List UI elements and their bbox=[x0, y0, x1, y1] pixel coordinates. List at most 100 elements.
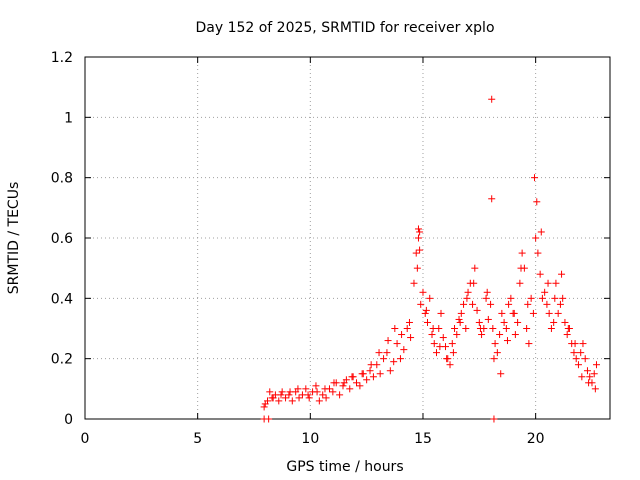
data-point bbox=[295, 394, 303, 402]
data-point bbox=[391, 325, 399, 332]
data-point bbox=[416, 228, 424, 236]
data-point bbox=[315, 397, 323, 405]
data-point bbox=[541, 288, 549, 296]
data-point bbox=[275, 397, 283, 405]
data-point bbox=[319, 391, 327, 399]
data-point bbox=[536, 270, 544, 278]
data-point bbox=[348, 373, 356, 381]
data-point bbox=[563, 331, 571, 339]
data-point bbox=[525, 340, 533, 348]
data-point bbox=[514, 318, 522, 326]
data-point bbox=[475, 318, 483, 326]
data-point bbox=[282, 394, 290, 402]
y-tick-label: 1 bbox=[64, 110, 73, 126]
data-point bbox=[523, 325, 531, 332]
data-point bbox=[564, 325, 572, 332]
data-point bbox=[426, 294, 434, 302]
data-point bbox=[554, 309, 562, 317]
data-point bbox=[453, 331, 461, 339]
data-point bbox=[581, 355, 589, 363]
data-point bbox=[529, 309, 537, 317]
data-point bbox=[578, 373, 586, 381]
data-point bbox=[384, 337, 392, 345]
data-point bbox=[590, 370, 598, 378]
data-point bbox=[488, 95, 496, 103]
data-point bbox=[463, 294, 471, 302]
data-point bbox=[358, 370, 366, 378]
data-point bbox=[471, 264, 479, 272]
data-point bbox=[552, 279, 560, 287]
data-point bbox=[558, 270, 566, 278]
data-point bbox=[422, 306, 430, 314]
data-point bbox=[476, 325, 484, 332]
data-point bbox=[591, 385, 599, 393]
x-tick-label: 5 bbox=[193, 431, 202, 447]
data-point bbox=[527, 294, 535, 302]
data-point bbox=[502, 325, 510, 332]
data-point bbox=[490, 415, 498, 423]
data-point bbox=[538, 294, 546, 302]
data-point bbox=[269, 394, 277, 402]
data-point bbox=[405, 318, 413, 326]
data-point bbox=[410, 279, 418, 287]
data-point bbox=[577, 349, 585, 357]
data-point bbox=[396, 355, 404, 363]
data-point bbox=[429, 325, 437, 332]
data-point bbox=[547, 325, 555, 332]
data-point bbox=[439, 334, 447, 342]
y-axis-label: SRMTID / TECUs bbox=[6, 182, 22, 295]
data-point bbox=[403, 325, 411, 332]
data-point bbox=[550, 318, 558, 326]
data-point bbox=[462, 325, 470, 332]
data-point bbox=[436, 343, 444, 351]
data-point bbox=[383, 349, 391, 357]
data-point bbox=[423, 318, 431, 326]
data-point bbox=[455, 315, 463, 323]
data-point bbox=[511, 331, 519, 339]
data-point bbox=[488, 195, 496, 203]
y-tick-label: 0.8 bbox=[51, 171, 73, 187]
data-point bbox=[304, 391, 312, 399]
data-point bbox=[336, 391, 344, 399]
y-tick-label: 0.4 bbox=[51, 291, 73, 307]
data-point bbox=[266, 388, 274, 396]
data-point bbox=[482, 294, 490, 302]
data-point bbox=[586, 373, 594, 381]
data-point bbox=[376, 370, 384, 378]
data-point bbox=[322, 394, 330, 402]
data-point bbox=[583, 367, 591, 375]
data-point bbox=[260, 403, 268, 411]
data-point bbox=[451, 325, 459, 332]
data-point bbox=[498, 309, 506, 317]
data-point bbox=[483, 288, 491, 296]
data-point bbox=[380, 355, 388, 363]
data-point bbox=[329, 388, 337, 396]
x-tick-label: 0 bbox=[81, 431, 90, 447]
data-point bbox=[398, 331, 406, 339]
data-point bbox=[285, 391, 293, 399]
data-point bbox=[288, 397, 296, 405]
data-point bbox=[419, 288, 427, 296]
data-point bbox=[493, 349, 501, 357]
grid-lines bbox=[85, 57, 610, 419]
data-point bbox=[534, 249, 542, 257]
data-point bbox=[561, 318, 569, 326]
data-point bbox=[537, 228, 545, 236]
data-point bbox=[500, 318, 508, 326]
data-point bbox=[487, 300, 495, 308]
data-point bbox=[503, 337, 511, 345]
data-point bbox=[305, 394, 313, 402]
data-point bbox=[531, 174, 539, 182]
data-point bbox=[312, 382, 320, 390]
y-tick-label: 0 bbox=[64, 412, 73, 428]
data-point bbox=[556, 300, 564, 308]
y-tick-label: 0.2 bbox=[51, 352, 73, 368]
data-point bbox=[313, 388, 321, 396]
data-point bbox=[339, 382, 347, 390]
y-tick-label: 1.2 bbox=[51, 50, 73, 66]
x-tick-label: 20 bbox=[527, 431, 545, 447]
data-points bbox=[260, 95, 600, 423]
data-point bbox=[469, 300, 477, 308]
data-point bbox=[551, 294, 559, 302]
data-point bbox=[460, 300, 468, 308]
